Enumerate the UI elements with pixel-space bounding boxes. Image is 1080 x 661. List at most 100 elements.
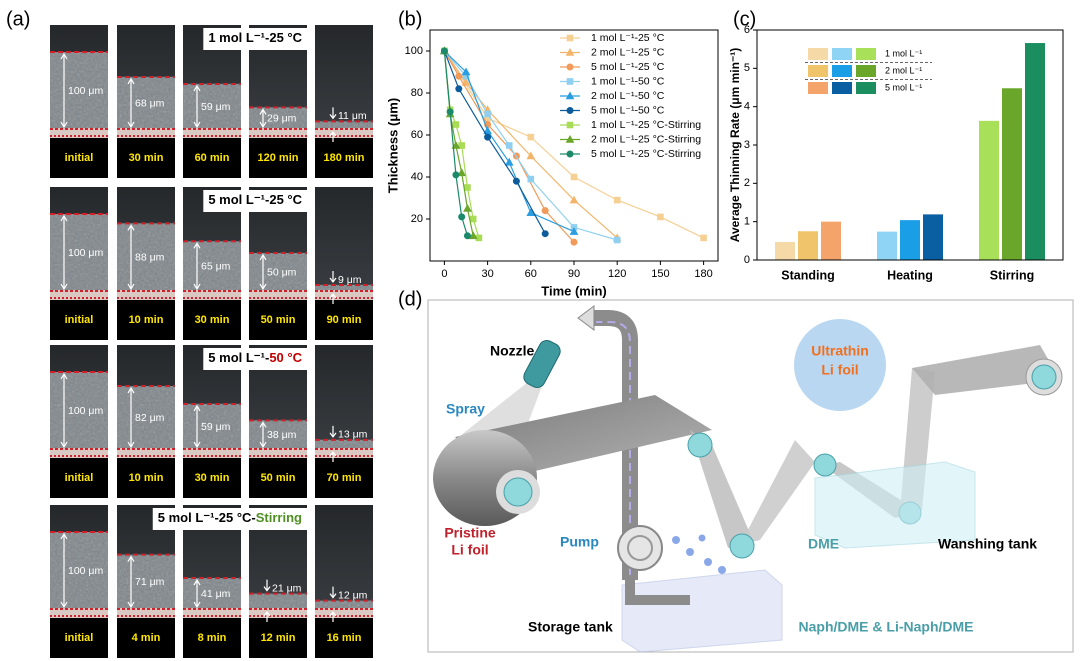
time-label: 120 min bbox=[258, 152, 299, 164]
x-tick-label: Heating bbox=[887, 268, 933, 282]
label: Wanshing tank bbox=[938, 536, 1037, 552]
arrow-head bbox=[259, 253, 267, 261]
texture bbox=[183, 241, 241, 292]
thickness-label: 9 μm bbox=[338, 274, 362, 286]
marker bbox=[657, 213, 664, 221]
time-strip bbox=[183, 138, 241, 178]
marker bbox=[463, 232, 471, 240]
marker bbox=[464, 184, 471, 191]
marker bbox=[526, 208, 536, 216]
time-label: 50 min bbox=[261, 314, 296, 326]
label: Li foil bbox=[451, 542, 488, 558]
texture bbox=[249, 593, 307, 610]
arrow-head bbox=[127, 441, 135, 449]
legend-swatch bbox=[832, 48, 852, 60]
y-tick-label: 40 bbox=[411, 171, 423, 183]
y-tick-label: 6 bbox=[744, 24, 750, 36]
marker bbox=[475, 234, 483, 242]
row-title-box bbox=[203, 28, 307, 50]
time-label: 30 min bbox=[195, 314, 230, 326]
marker bbox=[565, 134, 575, 143]
marker bbox=[446, 108, 454, 116]
marker bbox=[452, 121, 460, 128]
drop bbox=[704, 558, 712, 566]
texture bbox=[183, 403, 241, 450]
legend-label: 5 mol L⁻¹-25 °C-Stirring bbox=[591, 148, 701, 160]
micrograph-background bbox=[315, 505, 373, 618]
substrate bbox=[117, 448, 175, 458]
legend-swatch bbox=[808, 82, 828, 94]
roller bbox=[729, 533, 755, 559]
time-strip bbox=[183, 300, 241, 340]
y-tick-label: 80 bbox=[411, 87, 423, 99]
bar bbox=[979, 120, 999, 260]
arrow-head bbox=[193, 601, 201, 609]
thickness-label: 59 μm bbox=[201, 421, 231, 433]
time-strip bbox=[50, 138, 108, 178]
marker bbox=[566, 78, 574, 85]
belt bbox=[740, 440, 815, 545]
marker bbox=[457, 168, 467, 177]
texture bbox=[315, 284, 373, 292]
row-title-part: Stirring bbox=[256, 510, 302, 525]
row-title: 5 mol L⁻¹-25 °C bbox=[208, 192, 302, 207]
row-title-part: 5 mol L⁻¹-25 °C bbox=[208, 192, 302, 207]
substrate bbox=[315, 448, 373, 458]
x-tick-label: 120 bbox=[608, 268, 626, 280]
thickness-label: 41 μm bbox=[201, 588, 231, 600]
x-tick-label: 180 bbox=[694, 268, 712, 280]
x-tick-label: 150 bbox=[651, 268, 669, 280]
time-strip bbox=[50, 458, 108, 498]
marker bbox=[452, 171, 460, 179]
belt bbox=[690, 430, 755, 548]
time-strip bbox=[50, 300, 108, 340]
time-strip bbox=[249, 458, 307, 498]
y-tick-label: 20 bbox=[411, 213, 423, 225]
label: Nozzle bbox=[490, 343, 535, 359]
series-line bbox=[443, 50, 575, 233]
arrow bbox=[329, 425, 337, 438]
texture bbox=[117, 386, 175, 450]
x-axis-label: Time (min) bbox=[541, 283, 607, 298]
substrate bbox=[50, 290, 108, 300]
arrow-head bbox=[60, 601, 68, 609]
arrow-head bbox=[259, 421, 267, 428]
panel-label: (d) bbox=[398, 288, 422, 310]
micrograph-background bbox=[315, 25, 373, 138]
texture bbox=[117, 554, 175, 610]
y-tick-label: 4 bbox=[744, 101, 750, 113]
thickness-label: 100 μm bbox=[68, 247, 103, 259]
marker bbox=[526, 151, 536, 160]
row-title-part: 5 mol L⁻¹-25 °C- bbox=[158, 510, 256, 525]
label: Naph/DME & Li-Naph/DME bbox=[799, 619, 974, 635]
legend-label: 1 mol L⁻¹-50 °C bbox=[591, 75, 665, 87]
time-strip bbox=[117, 458, 175, 498]
arrow-head bbox=[60, 532, 68, 540]
thickness-label: 11 μm bbox=[338, 110, 367, 122]
legend-swatch bbox=[832, 82, 852, 94]
substrate bbox=[117, 608, 175, 618]
marker bbox=[461, 67, 471, 76]
drop bbox=[686, 548, 694, 556]
texture bbox=[315, 121, 373, 130]
time-label: 70 min bbox=[327, 472, 362, 484]
thickness-label: 50 μm bbox=[267, 266, 297, 278]
thickness-label: 13 μm bbox=[338, 429, 368, 441]
time-strip bbox=[249, 300, 307, 340]
time-strip bbox=[315, 618, 373, 658]
time-strip bbox=[183, 618, 241, 658]
arrow-head bbox=[259, 108, 267, 115]
series-line bbox=[443, 50, 618, 239]
bar bbox=[798, 231, 818, 260]
legend-label: 5 mol L⁻¹ bbox=[885, 82, 922, 92]
marker bbox=[613, 196, 621, 204]
texture bbox=[50, 52, 108, 130]
time-label: 16 min bbox=[327, 632, 362, 644]
thickness-label: 88 μm bbox=[135, 251, 165, 263]
roller bbox=[503, 477, 533, 507]
x-tick-label: Standing bbox=[781, 268, 834, 282]
marker bbox=[566, 34, 574, 42]
marker bbox=[613, 236, 621, 244]
arrow-head bbox=[259, 283, 267, 291]
marker bbox=[566, 63, 574, 71]
